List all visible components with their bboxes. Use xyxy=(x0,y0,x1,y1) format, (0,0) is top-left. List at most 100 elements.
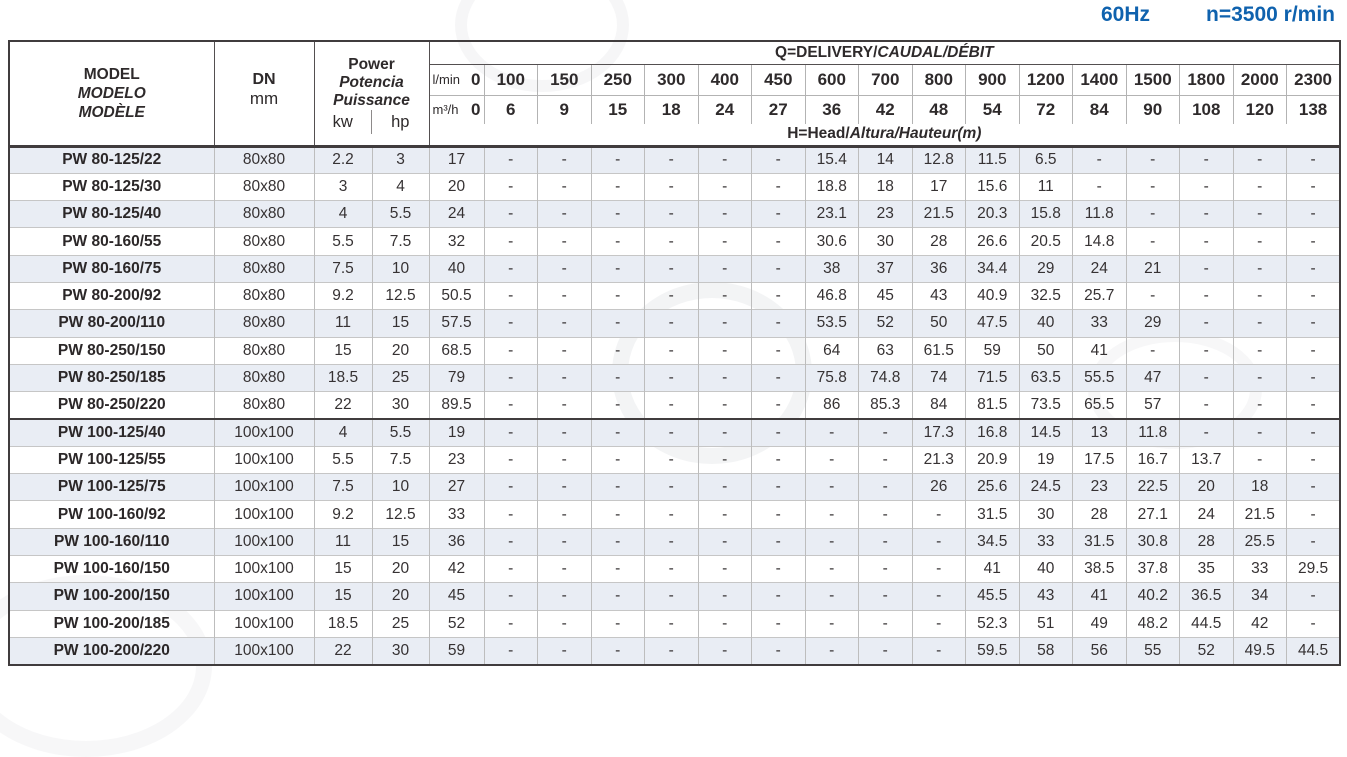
table-row: PW 80-200/92 80x80 9.2 12.5 50.5- - - - - -46.8 45… xyxy=(9,281,1341,310)
power-column-header: Power Potencia Puissance kw hp xyxy=(314,41,430,146)
flow-m3h-header-value: 72 xyxy=(1019,95,1073,124)
head-cell: - xyxy=(1233,363,1287,392)
head-cell: 17 xyxy=(912,172,966,201)
head-cell: - xyxy=(644,336,699,365)
head-cell: 44.5 xyxy=(1286,636,1341,665)
kw-cell: 15 xyxy=(314,554,373,583)
head-cell: - xyxy=(644,582,699,611)
head-cell: 30.6 xyxy=(805,227,859,256)
flow-m3h-header-value: 90 xyxy=(1126,95,1180,124)
model-cell: PW 80-125/22 xyxy=(9,146,215,174)
flow-lmin-header-value: 2000 xyxy=(1233,64,1287,96)
head-cell: 43 xyxy=(1019,582,1073,611)
frequency-label: 60Hz xyxy=(1100,3,1151,26)
head-cell: 44.5 xyxy=(1179,609,1234,638)
head-cell: 47 xyxy=(1126,363,1180,392)
head-cell: - xyxy=(912,554,966,583)
flow-m3h-header-value: 48 xyxy=(912,95,966,124)
head-cell: - xyxy=(1179,146,1234,174)
head-cell: - xyxy=(537,609,592,638)
head-cell: 13 xyxy=(1072,417,1127,447)
head-cell: - xyxy=(644,200,699,228)
head-cell: 28 xyxy=(1179,527,1234,556)
head-cell: 27 xyxy=(429,473,485,501)
head-cell: - xyxy=(698,172,752,201)
head-cell: 24 xyxy=(429,200,485,228)
hp-cell: 20 xyxy=(372,554,430,583)
head-cell: - xyxy=(484,363,538,392)
head-cell: - xyxy=(591,609,645,638)
head-cell: 47.5 xyxy=(965,309,1020,338)
head-cell: 52 xyxy=(1179,636,1234,665)
head-cell: - xyxy=(1126,146,1180,174)
head-cell: - xyxy=(751,554,806,583)
head-cell: - xyxy=(1286,363,1341,392)
hp-cell: 30 xyxy=(372,636,430,665)
head-cell: 30.8 xyxy=(1126,527,1180,556)
head-cell: 42 xyxy=(1233,609,1287,638)
dn-cell: 80x80 xyxy=(214,336,315,365)
hp-cell: 25 xyxy=(372,609,430,638)
head-cell: 31.5 xyxy=(965,500,1020,529)
dn-cell: 100x100 xyxy=(214,445,315,474)
head-cell: 81.5 xyxy=(965,391,1020,419)
hp-cell: 12.5 xyxy=(372,281,430,310)
power-label-en: Power xyxy=(348,55,395,73)
head-cell: - xyxy=(591,200,645,228)
head-cell: - xyxy=(751,336,806,365)
dn-cell: 80x80 xyxy=(214,281,315,310)
head-cell: - xyxy=(751,391,806,419)
dn-cell: 80x80 xyxy=(214,172,315,201)
model-cell: PW 80-125/40 xyxy=(9,200,215,228)
table-row: PW 100-125/55 100x100 5.5 7.5 23- - - - - - - -21.3… xyxy=(9,445,1341,474)
dn-cell: 100x100 xyxy=(214,636,315,665)
head-cell: - xyxy=(858,473,913,501)
head-cell: - xyxy=(858,636,913,665)
head-cell: - xyxy=(751,636,806,665)
head-cell: - xyxy=(537,582,592,611)
flow-m3h-header-value: 84 xyxy=(1072,95,1127,124)
head-cell: - xyxy=(805,473,859,501)
head-cell: - xyxy=(1286,582,1341,611)
head-cell: 33 xyxy=(1072,309,1127,338)
hp-cell: 5.5 xyxy=(372,417,430,447)
head-cell: 26 xyxy=(912,473,966,501)
head-cell: - xyxy=(591,554,645,583)
flow-m3h-unit-label: m³/h xyxy=(432,102,459,118)
head-cell: 37.8 xyxy=(1126,554,1180,583)
hp-cell: 30 xyxy=(372,391,430,419)
head-cell: 14.8 xyxy=(1072,227,1127,256)
head-cell: - xyxy=(1233,281,1287,310)
head-cell: 23 xyxy=(858,200,913,228)
table-row: PW 80-125/22 80x80 2.2 3 17- - - - - -15.4 14 12.8 1… xyxy=(9,146,1341,174)
head-cell: - xyxy=(591,473,645,501)
head-cell: - xyxy=(1286,309,1341,338)
head-cell: 6.5 xyxy=(1019,146,1073,174)
head-cell: - xyxy=(644,146,699,174)
head-cell: 27.1 xyxy=(1126,500,1180,529)
flow-m3h-header-value: 36 xyxy=(805,95,859,124)
head-cell: 24 xyxy=(1179,500,1234,529)
head-cell: - xyxy=(858,609,913,638)
head-cell: 52 xyxy=(858,309,913,338)
table-row: PW 80-200/110 80x80 11 15 57.5- - - - - -53.5 52 50… xyxy=(9,309,1341,338)
head-cell: - xyxy=(1233,391,1287,419)
head-cell: - xyxy=(1233,445,1287,474)
head-cell: - xyxy=(591,527,645,556)
head-cell: - xyxy=(698,473,752,501)
head-cell: - xyxy=(644,281,699,310)
head-cell: - xyxy=(1179,172,1234,201)
head-cell: - xyxy=(1072,146,1127,174)
kw-cell: 2.2 xyxy=(314,146,373,174)
head-cell: 33 xyxy=(1019,527,1073,556)
head-cell: - xyxy=(698,200,752,228)
head-cell: 29 xyxy=(1126,309,1180,338)
head-cell: 46.8 xyxy=(805,281,859,310)
speed-note: 60Hz n=3500 r/min xyxy=(1101,3,1335,27)
table-body: PW 80-125/22 80x80 2.2 3 17- - - - - -15.4 14 12.8 1… xyxy=(9,146,1341,665)
head-cell: 56 xyxy=(1072,636,1127,665)
head-cell: 57.5 xyxy=(429,309,485,338)
head-cell: - xyxy=(484,227,538,256)
head-cell: 74.8 xyxy=(858,363,913,392)
head-cell: - xyxy=(591,391,645,419)
